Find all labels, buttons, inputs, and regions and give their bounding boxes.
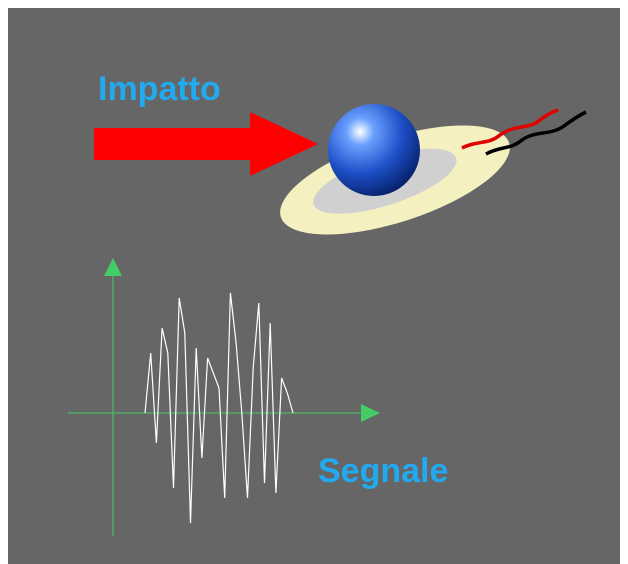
background-panel	[8, 8, 620, 564]
signal-waveform	[144, 292, 294, 524]
signal-label: Segnale	[318, 452, 449, 490]
y-axis-arrowhead	[104, 258, 122, 276]
impact-label: Impatto	[98, 70, 221, 108]
black-wire	[485, 110, 587, 156]
impact-arrow	[94, 112, 318, 176]
x-axis-arrowhead	[361, 404, 380, 422]
impactor-ball	[328, 104, 420, 196]
signal-axes	[68, 258, 380, 536]
red-wire	[461, 108, 559, 150]
